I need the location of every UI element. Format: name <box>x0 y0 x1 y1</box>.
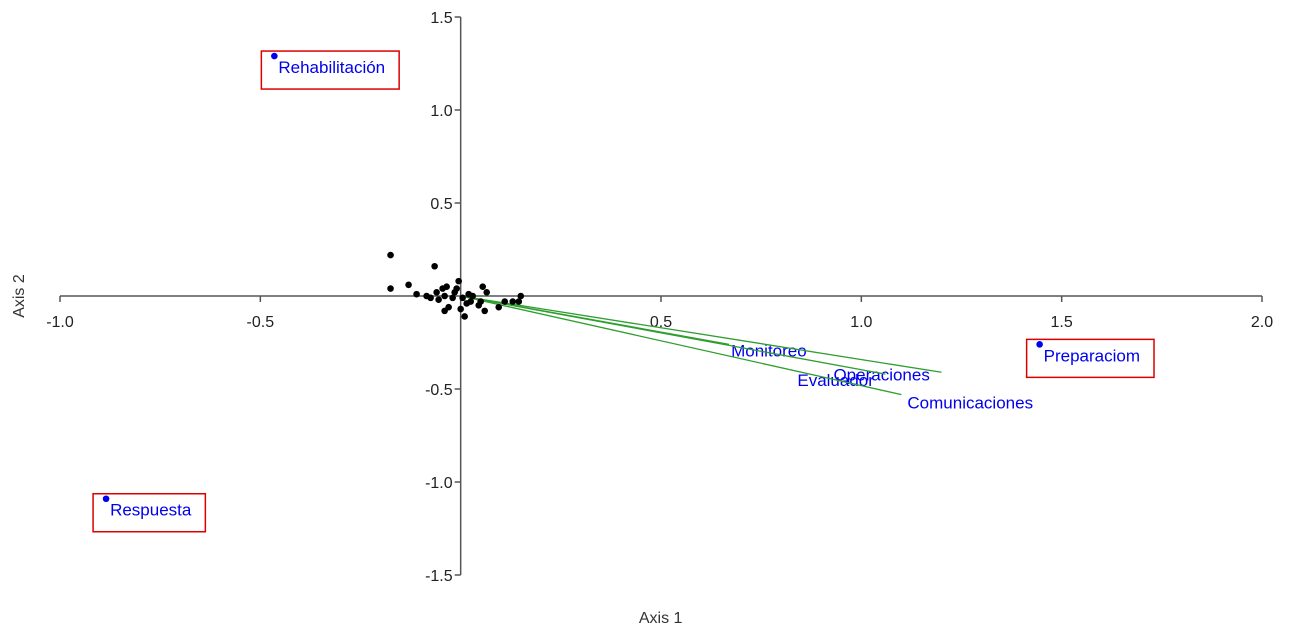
group-label: Respuesta <box>110 501 192 520</box>
x-tick-label: 1.5 <box>1051 314 1073 331</box>
sample-point <box>509 298 517 305</box>
vector-line <box>460 295 942 373</box>
sample-point <box>459 294 466 302</box>
sample-point <box>481 307 489 315</box>
sample-point <box>477 298 485 305</box>
axes: -1.0 -0.5 0.5 1.0 1.5 2.01.51.00.5-0.5-1.0-1.… <box>46 10 1273 585</box>
sample-point <box>433 288 440 296</box>
sample-point <box>467 298 474 305</box>
group-highlight-box <box>260 50 400 90</box>
x-axis-title: Axis 1 <box>639 610 683 627</box>
group-point <box>1036 341 1043 348</box>
group-points: Rehabilitación Respuesta Preparaciom <box>92 50 1155 533</box>
sample-point <box>457 305 464 313</box>
sample-point <box>413 290 420 298</box>
sample-point <box>387 285 394 292</box>
sample-point <box>443 283 450 291</box>
group-point <box>102 495 110 503</box>
group-label: Preparaciom <box>1044 346 1140 365</box>
y-tick-label: 0.5 <box>430 196 452 213</box>
sample-point <box>453 285 460 292</box>
sample-point <box>483 288 491 296</box>
vector-lines: MonitoreoOperacionesEvaluadorComunicacio… <box>460 295 1033 413</box>
vector-line <box>460 295 902 396</box>
sample-point <box>515 298 523 305</box>
sample-point <box>387 251 394 259</box>
y-tick-label: -1.5 <box>425 568 453 585</box>
x-tick-label: 1.0 <box>850 314 872 331</box>
sample-points <box>387 251 525 320</box>
vector-label: Comunicaciones <box>907 394 1033 413</box>
sample-point <box>461 313 468 320</box>
sample-point <box>405 281 412 289</box>
y-axis-title: Axis 2 <box>11 274 28 318</box>
sample-point <box>431 262 438 270</box>
sample-point <box>441 292 448 300</box>
sample-point <box>479 283 487 291</box>
sample-point <box>469 292 476 300</box>
sample-point <box>517 292 525 300</box>
y-tick-label: -1.0 <box>425 475 453 492</box>
x-tick-label: 2.0 <box>1251 314 1273 331</box>
group-highlight-box <box>1025 338 1155 379</box>
y-tick-label: -0.5 <box>425 382 453 399</box>
sample-point <box>495 303 503 311</box>
vector-label: Operaciones <box>833 365 929 384</box>
group-highlight-box <box>92 492 207 533</box>
sample-point <box>427 294 434 302</box>
sample-point <box>501 298 509 305</box>
x-tick-label: -1.0 <box>46 314 74 331</box>
sample-point <box>435 296 442 304</box>
sample-point <box>449 294 456 302</box>
y-tick-label: 1.0 <box>430 103 452 120</box>
group-label: Rehabilitación <box>278 58 385 77</box>
sample-point <box>455 277 462 285</box>
group-point <box>271 52 278 60</box>
y-tick-label: 1.5 <box>430 10 452 27</box>
sample-point <box>445 303 452 311</box>
vector-line <box>460 295 886 375</box>
x-tick-label: -0.5 <box>247 314 275 331</box>
